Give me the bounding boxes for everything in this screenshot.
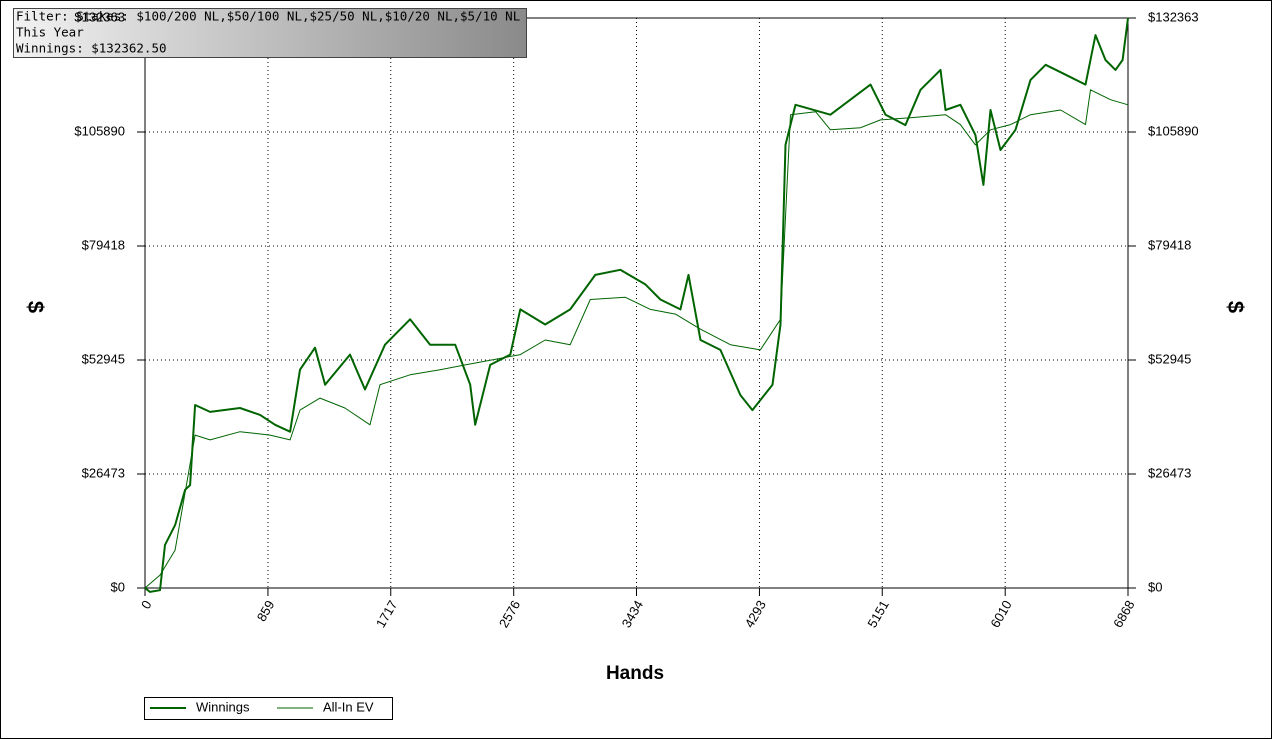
legend-label: All-In EV [323,699,374,714]
filter-text: Filter: Stakes: $100/200 NL,$50/100 NL,$… [16,9,520,24]
y-tick-label: $52945 [82,351,125,366]
period-text: This Year [16,25,84,40]
y-tick-label: $105890 [74,123,125,138]
info-background [13,8,527,58]
winnings-text: Winnings: $132362.50 [16,41,167,56]
y-tick-label: $132363 [74,9,125,24]
y-tick-label-right: $0 [1148,579,1162,594]
y-axis-label-right: $ [1223,301,1248,313]
legend [144,697,393,720]
y-tick-label: $0 [111,579,125,594]
y-axis-label: $ [23,301,48,313]
y-tick-label-right: $79418 [1148,237,1191,252]
y-tick-label-right: $132363 [1148,9,1199,24]
plot-area [137,17,1136,596]
series-line [144,89,1129,589]
info-box: Filter: Stakes: $100/200 NL,$50/100 NL,$… [13,8,527,58]
y-tick-label: $79418 [82,237,125,252]
y-tick-label-right: $105890 [1148,123,1199,138]
legend-label: Winnings [196,699,250,714]
y-tick-label-right: $26473 [1148,465,1191,480]
series-line [144,17,1129,593]
x-axis-label: Hands [606,663,664,684]
y-tick-label: $26473 [82,465,125,480]
y-tick-label-right: $52945 [1148,351,1191,366]
